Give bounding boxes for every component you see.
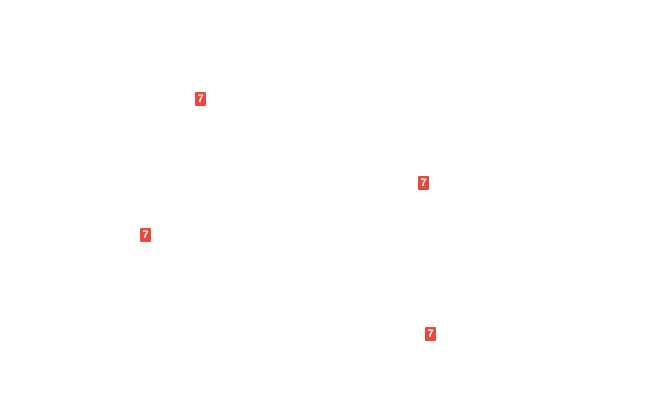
som-marker-badge[interactable]: 7 (140, 228, 151, 242)
som-marker-badge[interactable]: 7 (195, 92, 206, 106)
som-marker-badge[interactable]: 7 (425, 327, 436, 341)
som-marker-label: 7 (142, 229, 149, 241)
som-marker-label: 7 (427, 328, 434, 340)
som-marker-label: 7 (420, 177, 427, 189)
som-marker-label: 7 (197, 93, 204, 105)
som-marker-badge[interactable]: 7 (418, 176, 429, 190)
